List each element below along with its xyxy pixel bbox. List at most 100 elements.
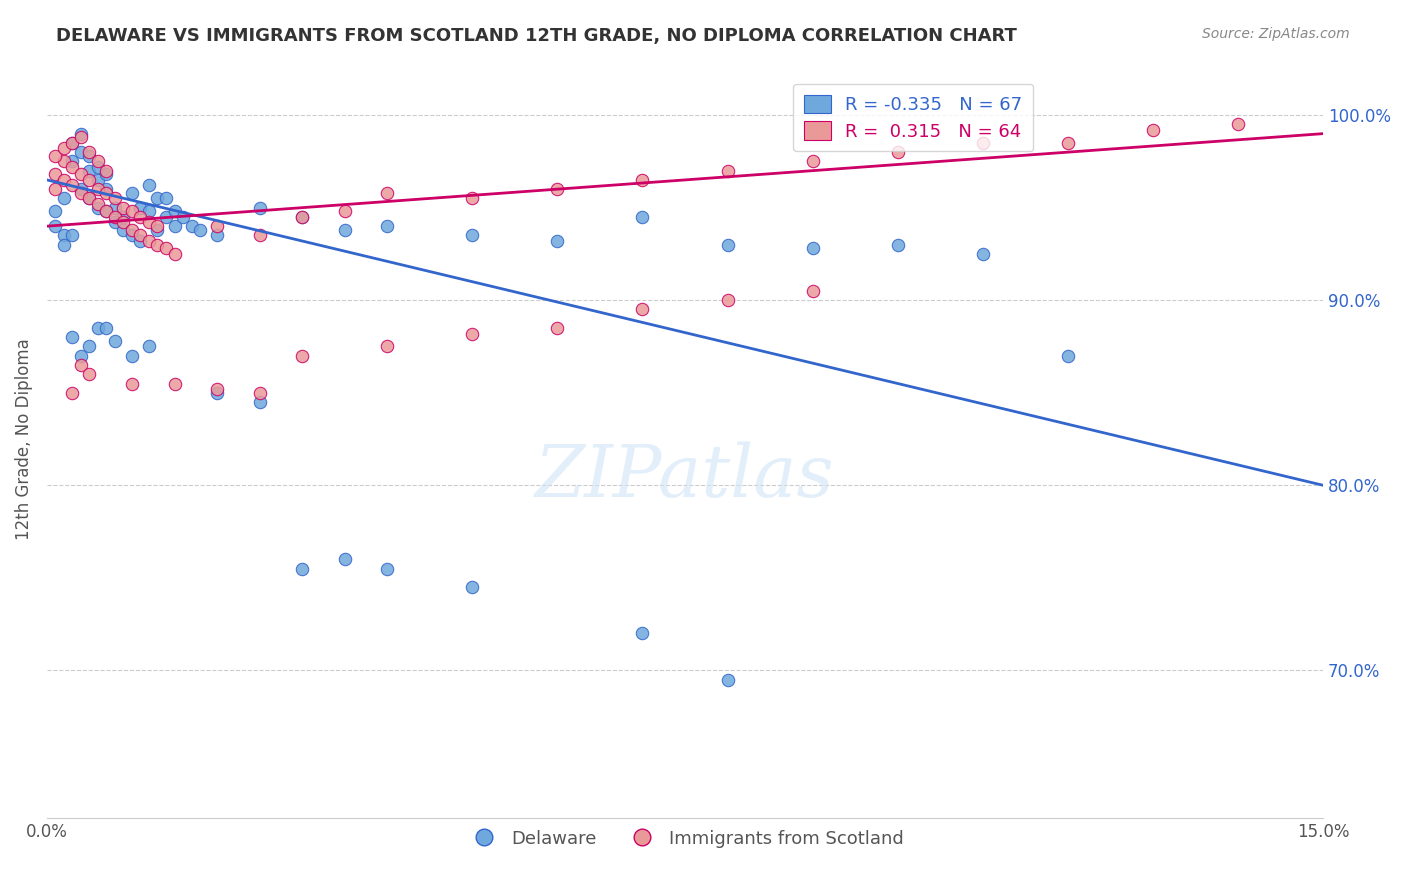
Text: DELAWARE VS IMMIGRANTS FROM SCOTLAND 12TH GRADE, NO DIPLOMA CORRELATION CHART: DELAWARE VS IMMIGRANTS FROM SCOTLAND 12T… — [56, 27, 1017, 45]
Point — [87, 173, 110, 187]
Point — [333, 204, 356, 219]
Point — [886, 145, 908, 160]
Text: Source: ZipAtlas.com: Source: ZipAtlas.com — [1202, 27, 1350, 41]
Point — [163, 247, 186, 261]
Point — [375, 186, 398, 200]
Point — [52, 191, 75, 205]
Point — [96, 186, 118, 200]
Point — [146, 237, 169, 252]
Point — [96, 167, 118, 181]
Point — [461, 326, 484, 341]
Point — [104, 334, 127, 348]
Point — [716, 293, 738, 308]
Point — [121, 376, 143, 391]
Point — [188, 223, 211, 237]
Point — [62, 178, 84, 193]
Point — [205, 385, 228, 400]
Point — [62, 228, 84, 243]
Point — [87, 182, 110, 196]
Point — [716, 163, 738, 178]
Point — [121, 204, 143, 219]
Point — [70, 145, 93, 160]
Point — [52, 237, 75, 252]
Point — [129, 228, 152, 243]
Point — [70, 182, 93, 196]
Point — [62, 136, 84, 150]
Point — [205, 382, 228, 396]
Legend: R = -0.335   N = 67, R =  0.315   N = 64: R = -0.335 N = 67, R = 0.315 N = 64 — [793, 84, 1033, 152]
Point — [70, 186, 93, 200]
Point — [112, 201, 135, 215]
Point — [87, 160, 110, 174]
Point — [138, 339, 160, 353]
Point — [121, 223, 143, 237]
Point — [62, 136, 84, 150]
Point — [70, 349, 93, 363]
Point — [172, 210, 194, 224]
Point — [112, 223, 135, 237]
Point — [129, 234, 152, 248]
Point — [112, 215, 135, 229]
Point — [801, 241, 824, 255]
Point — [138, 204, 160, 219]
Point — [121, 186, 143, 200]
Point — [62, 385, 84, 400]
Point — [180, 219, 202, 234]
Point — [631, 302, 654, 317]
Point — [87, 154, 110, 169]
Point — [1057, 136, 1080, 150]
Point — [104, 210, 127, 224]
Point — [163, 204, 186, 219]
Y-axis label: 12th Grade, No Diploma: 12th Grade, No Diploma — [15, 338, 32, 540]
Point — [129, 201, 152, 215]
Point — [546, 182, 568, 196]
Point — [1057, 349, 1080, 363]
Point — [79, 191, 101, 205]
Point — [631, 173, 654, 187]
Point — [155, 210, 177, 224]
Point — [146, 219, 169, 234]
Point — [96, 163, 118, 178]
Point — [87, 197, 110, 211]
Point — [291, 210, 314, 224]
Point — [631, 626, 654, 640]
Point — [716, 237, 738, 252]
Point — [205, 219, 228, 234]
Point — [52, 173, 75, 187]
Point — [121, 349, 143, 363]
Point — [70, 167, 93, 181]
Point — [70, 358, 93, 372]
Point — [44, 167, 66, 181]
Point — [52, 141, 75, 155]
Point — [631, 210, 654, 224]
Point — [79, 163, 101, 178]
Point — [972, 136, 994, 150]
Point — [138, 178, 160, 193]
Point — [1142, 123, 1164, 137]
Point — [291, 210, 314, 224]
Point — [104, 201, 127, 215]
Point — [333, 552, 356, 566]
Point — [79, 149, 101, 163]
Point — [155, 191, 177, 205]
Point — [70, 127, 93, 141]
Point — [886, 237, 908, 252]
Point — [87, 321, 110, 335]
Point — [79, 173, 101, 187]
Point — [461, 580, 484, 594]
Point — [79, 191, 101, 205]
Point — [44, 149, 66, 163]
Point — [52, 228, 75, 243]
Point — [205, 228, 228, 243]
Point — [249, 201, 271, 215]
Point — [44, 219, 66, 234]
Point — [972, 247, 994, 261]
Point — [291, 349, 314, 363]
Point — [62, 160, 84, 174]
Point — [291, 561, 314, 575]
Point — [104, 215, 127, 229]
Point — [104, 191, 127, 205]
Point — [375, 219, 398, 234]
Point — [70, 130, 93, 145]
Point — [461, 191, 484, 205]
